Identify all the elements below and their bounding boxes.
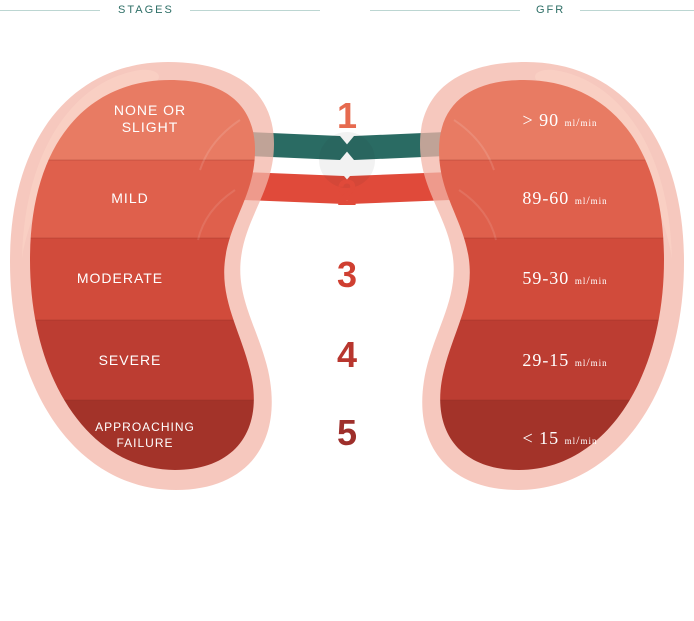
header-line-center-left <box>190 10 320 11</box>
header-label-gfr: GFR <box>536 4 565 16</box>
stage-label-2: Mild <box>60 190 200 206</box>
kidney-diagram: 1 2 3 4 5 None orSlight Mild Moderate Se… <box>0 40 694 500</box>
header-line-center-right <box>370 10 520 11</box>
stage-label-1: None orSlight <box>80 102 220 136</box>
gfr-label-2: 89-60 ml/min <box>480 188 650 209</box>
stage-number-3: 3 <box>337 254 357 296</box>
header-label-stages: STAGES <box>118 4 174 16</box>
stage-number-4: 4 <box>337 334 357 376</box>
stage-label-4: Severe <box>60 352 200 368</box>
stage-number-2: 2 <box>337 172 357 214</box>
gfr-label-5: < 15 ml/min <box>480 428 640 449</box>
stage-number-5: 5 <box>337 412 357 454</box>
stage-number-1: 1 <box>337 95 357 137</box>
header-line-right-outer <box>580 10 694 11</box>
stage-label-3: Moderate <box>50 270 190 286</box>
stage-label-5: ApproachingFailure <box>70 420 220 451</box>
gfr-label-1: > 90 ml/min <box>480 110 640 131</box>
gfr-label-4: 29-15 ml/min <box>480 350 650 371</box>
header-line-left-outer <box>0 10 100 11</box>
gfr-label-3: 59-30 ml/min <box>480 268 650 289</box>
